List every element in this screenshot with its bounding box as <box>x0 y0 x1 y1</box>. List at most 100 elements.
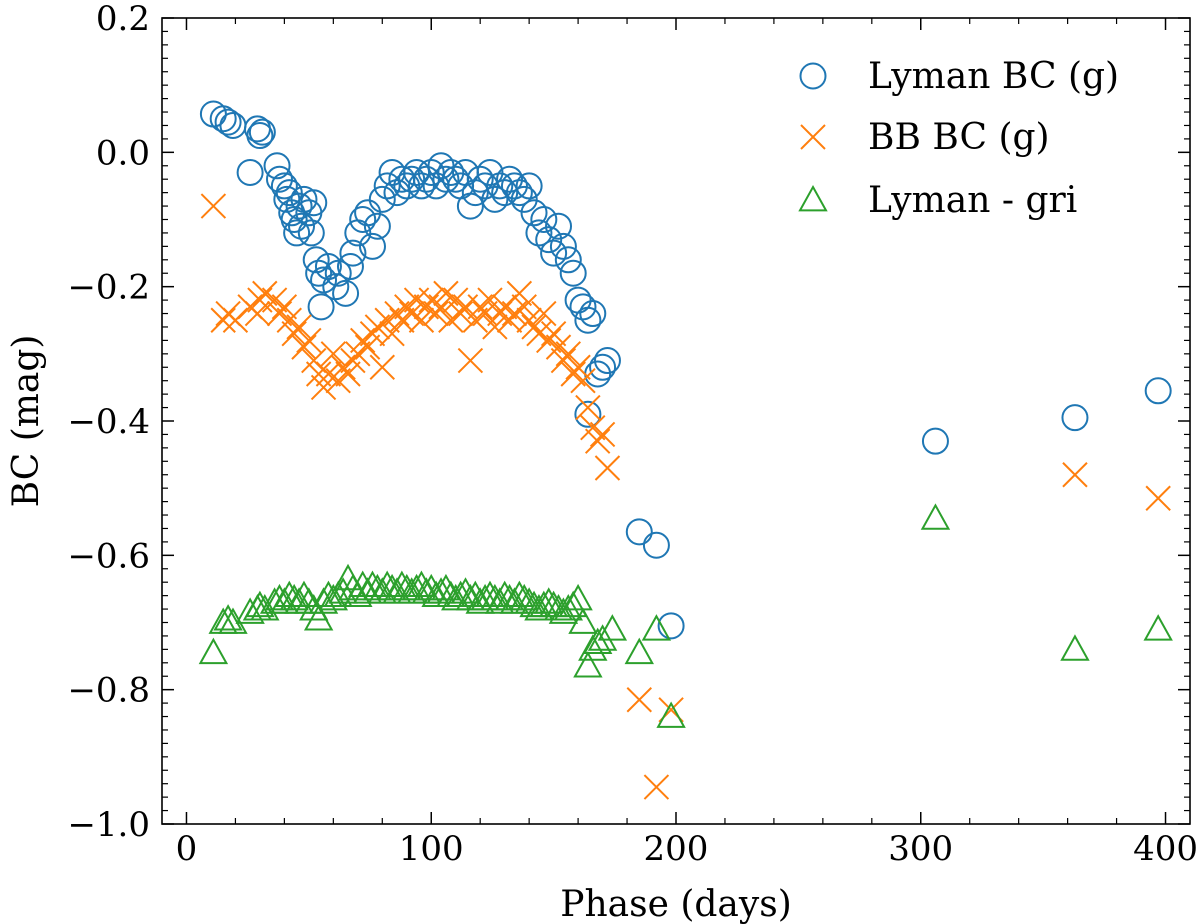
data-point <box>505 179 533 207</box>
data-point <box>574 306 602 334</box>
plot-frame <box>161 17 1191 825</box>
data-point <box>921 427 949 455</box>
data-point <box>285 192 313 220</box>
x-tick-label: 100 <box>399 829 464 869</box>
data-point <box>412 165 440 193</box>
y-tick-label: −0.6 <box>67 536 150 576</box>
data-point <box>283 219 311 247</box>
data-point <box>373 172 401 200</box>
data-point <box>349 206 377 233</box>
data-point <box>564 286 592 314</box>
data-point <box>248 118 276 146</box>
data-point <box>476 158 504 186</box>
data-point <box>339 239 367 267</box>
data-point <box>549 232 577 260</box>
data-point <box>594 455 621 481</box>
data-point <box>209 105 237 133</box>
data-point <box>1145 485 1171 511</box>
data-point <box>354 199 382 227</box>
legend: Lyman BC (g) BB BC (g) Lyman - gri <box>798 56 1119 221</box>
data-point <box>641 614 672 641</box>
data-point <box>559 259 587 287</box>
data-point <box>540 239 568 267</box>
data-point <box>500 172 528 200</box>
data-point <box>264 583 295 611</box>
data-point <box>553 594 584 621</box>
data-point <box>578 634 608 661</box>
data-point <box>584 428 611 454</box>
data-point <box>563 583 593 611</box>
data-point <box>625 518 653 546</box>
data-point <box>491 179 519 207</box>
data-point <box>210 307 236 333</box>
data-point <box>411 577 442 604</box>
data-point <box>535 226 563 254</box>
data-point <box>569 293 597 321</box>
x-tick-label: 400 <box>1133 829 1198 869</box>
data-point <box>587 624 618 651</box>
data-point <box>545 212 573 240</box>
data-point <box>656 701 686 728</box>
data-point <box>461 179 489 207</box>
data-point <box>398 165 426 193</box>
data-point <box>573 651 603 678</box>
data-point <box>377 573 407 601</box>
data-point <box>198 637 229 665</box>
data-point <box>382 577 412 604</box>
data-point <box>452 294 479 320</box>
y-tick-label: −0.4 <box>67 402 150 442</box>
data-point <box>265 165 293 193</box>
y-tick-label: −0.2 <box>67 268 150 308</box>
data-point <box>279 583 309 611</box>
data-point <box>574 400 602 428</box>
data-point <box>499 587 530 614</box>
data-point <box>288 212 316 240</box>
data-point <box>407 172 435 200</box>
data-point <box>289 580 319 608</box>
series-1 <box>200 193 1171 800</box>
y-tick-label: 0.2 <box>96 0 150 39</box>
data-point <box>555 341 582 367</box>
data-point <box>358 232 386 260</box>
data-point <box>437 158 465 186</box>
x-tick-label: 300 <box>888 829 953 869</box>
data-point <box>447 300 474 327</box>
data-points <box>198 100 1173 800</box>
minor-ticks <box>162 18 1190 824</box>
data-point <box>579 300 607 328</box>
data-point <box>305 259 333 287</box>
data-point <box>218 607 248 634</box>
data-point <box>494 583 525 611</box>
data-point <box>296 327 322 354</box>
data-point <box>540 320 567 347</box>
data-point <box>275 179 303 207</box>
data-point <box>213 604 243 631</box>
data-point <box>271 294 298 320</box>
data-point <box>310 266 338 294</box>
data-point <box>314 253 342 281</box>
data-point <box>323 580 353 608</box>
data-point <box>294 587 324 614</box>
x-tick-label: 200 <box>644 829 709 869</box>
data-point <box>338 573 368 601</box>
data-point <box>441 583 471 611</box>
data-point <box>270 172 298 200</box>
data-point <box>643 774 670 800</box>
data-point <box>246 122 274 150</box>
data-point <box>368 185 396 213</box>
data-point <box>401 573 432 601</box>
data-point <box>589 421 616 448</box>
data-point <box>457 347 484 374</box>
data-point <box>416 573 446 601</box>
data-point <box>300 189 328 217</box>
data-point <box>263 152 291 180</box>
data-point <box>269 587 300 614</box>
data-point <box>307 293 335 321</box>
data-point <box>297 219 325 247</box>
data-point <box>1144 377 1172 405</box>
data-point <box>506 280 533 307</box>
data-point <box>426 577 456 604</box>
y-tick-label: 0.0 <box>96 133 150 173</box>
data-point <box>363 212 391 240</box>
data-point <box>303 604 334 631</box>
